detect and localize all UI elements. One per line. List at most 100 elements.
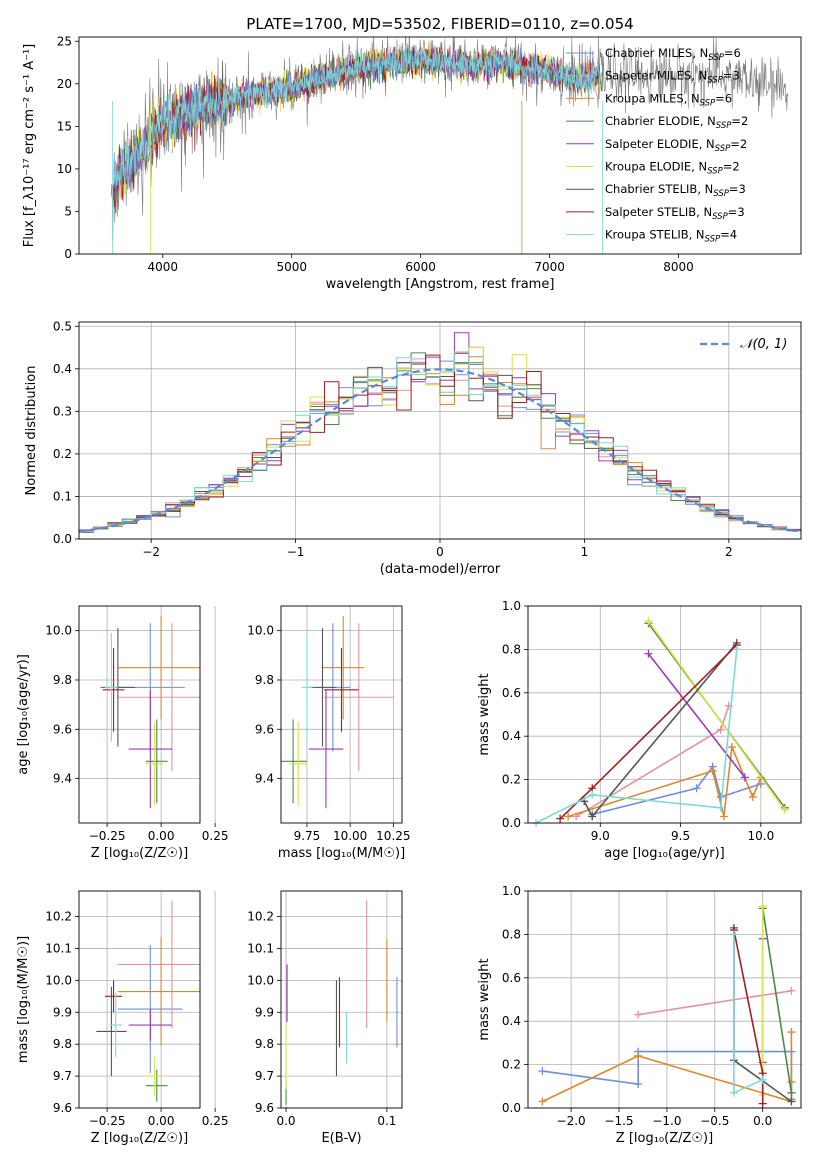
mass-vs-ebv-panel: 0.0 0.1 9.6 9.7 9.8 9.9 10.0 10.1 10.2 E(B-V) — [247, 890, 403, 1146]
y-tick-label: 10.0 — [45, 624, 72, 638]
x-tick-label: 0.25 — [202, 829, 229, 843]
weight-marker-chabrier_miles — [634, 1080, 643, 1089]
x-tick-label: 0.00 — [148, 829, 175, 843]
y-tick-label: 9.8 — [255, 673, 274, 687]
legend-label: Kroupa MILES, NSSP=6 — [605, 91, 732, 108]
x-tick-label: 10.00 — [333, 829, 367, 843]
weight-line-kroupa_elodie — [647, 620, 786, 811]
weight-marker-kroupa_miles — [787, 1028, 796, 1037]
legend-label: Kroupa ELODIE, NSSP=2 — [605, 160, 740, 177]
weight-marker-chabrier_stelib — [588, 812, 597, 821]
weight-vs-age-panel: 9.0 9.5 10.0 0.0 0.2 0.4 0.6 0.8 1.0 age [log₁₀(a… — [477, 599, 802, 861]
weight-marker-chabrier_elodie — [787, 1088, 796, 1097]
y-tick-label: 20 — [57, 77, 72, 91]
weight-marker-kroupa_miles — [634, 1051, 643, 1060]
y-tick-label: 9.4 — [255, 772, 274, 786]
weight-marker-kroupa_miles — [787, 1077, 796, 1086]
weight-marker-chabrier_miles — [716, 792, 725, 801]
weight-marker-kroupa_miles — [748, 792, 757, 801]
weight-marker-kroupa_stelib — [716, 803, 725, 812]
spectrum-panel: 4000 5000 6000 7000 8000 0 5 10 15 20 25 wavelength… — [22, 34, 802, 292]
y-tick-label: 0.4 — [53, 362, 72, 376]
axes-frame — [527, 890, 802, 1109]
weight-marker-chabrier_miles — [538, 1067, 547, 1076]
y-axis-label: mass [log₁₀(M/M☉)] — [16, 936, 31, 1063]
y-tick-label: 10.0 — [247, 973, 274, 987]
weight-vs-metallicity-panel: −2.0 −1.5 −1.0 −0.5 0.0 0.0 0.2 0.4 0.6 0.8 1.0 Z [… — [477, 884, 802, 1146]
age-vs-mass-panel: 9.75 10.00 10.25 9.4 9.6 9.8 10.0 mass [log₁₀(M… — [247, 605, 411, 861]
y-tick-label: 0.4 — [502, 1014, 521, 1028]
x-axis-label: Z [log₁₀(Z/Z☉)] — [91, 1131, 188, 1146]
y-tick-label: 9.9 — [53, 1005, 72, 1019]
weight-line-chabrier_elodie — [761, 908, 793, 1093]
x-axis-label: Z [log₁₀(Z/Z☉)] — [91, 846, 188, 861]
weight-marker-salpeter_stelib — [556, 814, 565, 823]
x-tick-label: 10.25 — [376, 829, 410, 843]
y-tick-label: 0.2 — [502, 773, 521, 787]
legend-label: Salpeter ELODIE, NSSP=2 — [605, 137, 747, 154]
x-tick-label: −1.5 — [604, 1114, 633, 1128]
gaussian-curve — [79, 368, 801, 533]
axes-frame — [527, 605, 802, 824]
weight-marker-kroupa_miles — [564, 812, 573, 821]
weight-marker-kroupa_stelib — [588, 790, 597, 799]
axes-frame — [280, 605, 403, 824]
y-tick-label: 9.7 — [255, 1069, 274, 1083]
figure-title: PLATE=1700, MJD=53502, FIBERID=0110, z=0… — [246, 15, 633, 33]
weight-line-salpeter_miles — [638, 990, 792, 1016]
weight-marker-salpeter_stelib — [758, 1099, 767, 1108]
x-tick-label: 10.0 — [747, 829, 774, 843]
y-tick-label: 9.8 — [53, 673, 72, 687]
x-axis-label: (data-model)/error — [380, 562, 501, 577]
y-tick-label: 25 — [57, 34, 72, 48]
y-tick-label: 0.1 — [53, 489, 72, 503]
weight-marker-salpeter_elodie — [740, 773, 749, 782]
y-tick-label: 0.0 — [502, 816, 521, 830]
y-tick-label: 9.6 — [255, 1101, 274, 1115]
y-tick-label: 10.2 — [247, 910, 274, 924]
axes-frame — [280, 890, 403, 1109]
weight-line-kroupa_stelib — [535, 649, 738, 823]
x-tick-label: −1 — [287, 545, 305, 559]
x-tick-label: 0 — [436, 545, 444, 559]
x-tick-label: 9.0 — [591, 829, 610, 843]
weight-marker-kroupa_miles — [719, 812, 728, 821]
x-axis-label: age [log₁₀(age/yr)] — [604, 846, 725, 861]
x-tick-label: −0.5 — [700, 1114, 729, 1128]
y-tick-label: 0.6 — [502, 686, 521, 700]
y-axis-label: Normed distribution — [24, 366, 39, 496]
x-axis-label: mass [log₁₀(M/M☉)] — [278, 846, 405, 861]
weight-line-chabrier_miles — [592, 764, 762, 816]
y-tick-label: 15 — [57, 119, 72, 133]
y-tick-label: 9.8 — [255, 1037, 274, 1051]
y-tick-label: 0.8 — [502, 642, 521, 656]
x-tick-label: 1 — [581, 545, 589, 559]
weight-marker-kroupa_miles — [538, 1097, 547, 1106]
y-tick-label: 0.8 — [502, 927, 521, 941]
x-tick-label: −0.25 — [89, 1114, 126, 1128]
mass-vs-metallicity-panel: −0.25 0.00 0.25 9.6 9.7 9.8 9.9 10.0 10.1 10.2 Z [… — [16, 890, 229, 1146]
x-tick-label: 6000 — [405, 260, 436, 274]
axes-frame — [78, 890, 201, 1109]
weight-line-kroupa_stelib — [733, 934, 764, 1095]
y-tick-label: 0.2 — [53, 447, 72, 461]
weight-marker-chabrier_miles — [692, 784, 701, 793]
x-tick-label: 0.25 — [202, 1114, 229, 1128]
legend-label: Salpeter MILES, NSSP=3 — [605, 69, 740, 86]
weight-marker-kroupa_elodie — [780, 805, 789, 814]
x-tick-label: 0.0 — [753, 1114, 772, 1128]
x-tick-label: 5000 — [276, 260, 307, 274]
y-tick-label: 9.6 — [53, 1101, 72, 1115]
x-tick-label: 0.00 — [148, 1114, 175, 1128]
weight-marker-salpeter_miles — [716, 725, 725, 734]
y-tick-label: 0.5 — [53, 319, 72, 333]
x-tick-label: −1.0 — [652, 1114, 681, 1128]
x-axis-label: Z [log₁₀(Z/Z☉)] — [616, 1131, 713, 1146]
y-tick-label: 0.0 — [53, 532, 72, 546]
y-tick-label: 1.0 — [502, 884, 521, 898]
y-tick-label: 10.0 — [45, 973, 72, 987]
weight-marker-salpeter_elodie — [644, 649, 653, 658]
axes-frame — [78, 605, 201, 824]
legend-label: Chabrier MILES, NSSP=6 — [605, 46, 741, 63]
